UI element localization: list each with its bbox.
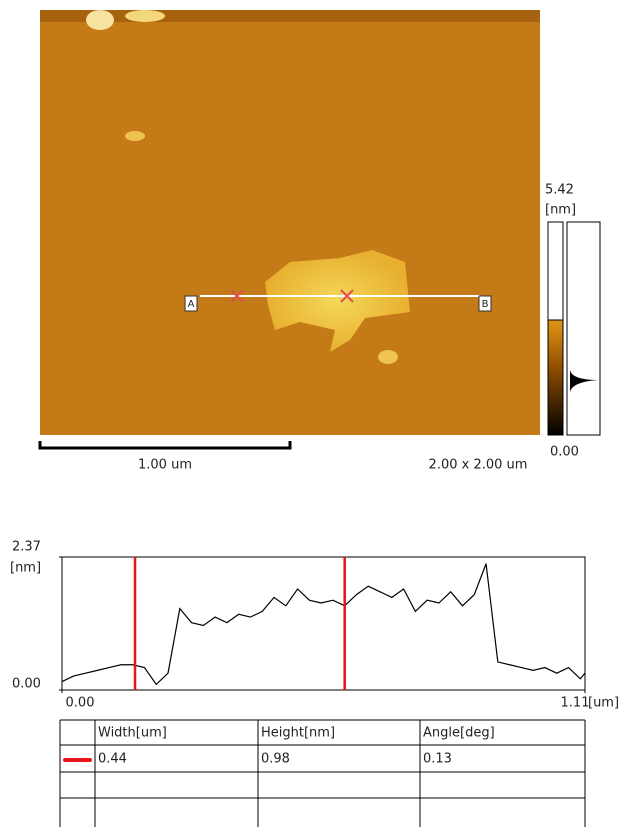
y-tick-label: 2.37 xyxy=(12,540,41,555)
marker-b: B xyxy=(482,299,489,310)
profile-line xyxy=(61,563,586,686)
results-table xyxy=(59,719,586,827)
scale-bar-label: 1.00 um xyxy=(138,458,192,473)
cell: 0.13 xyxy=(423,752,452,767)
cell: 0.44 xyxy=(98,752,127,767)
scan-size: 2.00 x 2.00 um xyxy=(429,458,528,473)
scale-min: 0.00 xyxy=(550,445,579,460)
y-unit: [nm] xyxy=(10,561,41,576)
afm-image: A B xyxy=(40,10,540,435)
histogram xyxy=(566,221,601,436)
scale-unit: [nm] xyxy=(545,203,576,218)
marker-a: A xyxy=(188,299,195,310)
x-tick-label: 0.00 xyxy=(66,696,95,711)
column-header: Height[nm] xyxy=(261,726,335,741)
column-header: Width[um] xyxy=(98,726,167,741)
column-header: Angle[deg] xyxy=(423,726,495,741)
cell: 0.98 xyxy=(261,752,290,767)
scale-bar xyxy=(38,441,292,450)
profile-frame xyxy=(61,556,586,691)
scale-max: 5.42 xyxy=(545,183,574,198)
x-tick-label: 1.11 xyxy=(561,696,590,711)
y-tick-label: 0.00 xyxy=(12,677,41,692)
x-unit: [um] xyxy=(588,696,619,711)
